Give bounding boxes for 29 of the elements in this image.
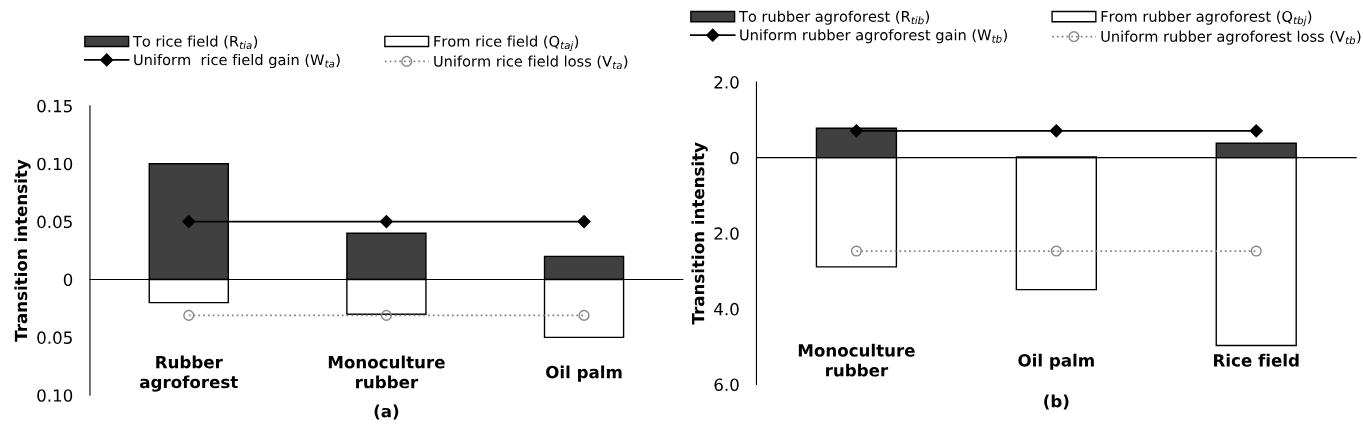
x-tick-label: Rice field <box>1214 353 1299 367</box>
y-tick-label: 2.0 <box>714 227 739 240</box>
y-tick-label: 2.0 <box>714 76 739 89</box>
y-tick-label: 4.0 <box>714 302 739 316</box>
text: (b) <box>1044 394 1069 410</box>
legend-label: From rubber agroforest (Q$_{tbj}$) <box>1101 10 1312 27</box>
y-tick-label: 0.10 <box>37 389 73 402</box>
y-tick-label: 6.0 <box>714 378 739 392</box>
x-tick-label: Oil palm <box>546 365 622 382</box>
y-tick-label: 0.05 <box>37 215 72 229</box>
y-tick-label: 0 <box>63 273 73 287</box>
y-tick-label: 0.15 <box>37 99 72 113</box>
y-axis-title: Transition intensity <box>691 142 708 325</box>
x-tick-label: Monoculture rubber <box>798 343 915 377</box>
y-axis-title: Transition intensity <box>14 159 31 342</box>
text: (a) <box>374 404 399 420</box>
y-tick-label: 0.10 <box>37 157 73 171</box>
y-tick-label: 0.05 <box>37 331 72 344</box>
legend-label: Uniform rice field loss (V$_{ta}$) <box>434 55 628 70</box>
legend-label: Uniform rice field gain (W$_{ta}$) <box>134 53 340 69</box>
legend-label: To rice field (R$_{tia}$) <box>132 35 258 50</box>
x-tick-label: Rubber agroforest <box>140 355 238 392</box>
x-tick-label: Monoculture rubber <box>328 355 445 389</box>
x-tick-label: Oil palm <box>1018 353 1094 370</box>
legend-label: To rubber agroforest (R$_{tib}$) <box>738 10 929 25</box>
legend-label: Uniform rubber agroforest gain (W$_{tb}$) <box>740 29 1007 44</box>
legend-label: Uniform rubber agroforest loss (V$_{tb}$) <box>1101 30 1361 45</box>
legend-label: From rice field (Q$_{taj}$) <box>434 35 579 52</box>
y-tick-label: 0 <box>730 151 739 165</box>
